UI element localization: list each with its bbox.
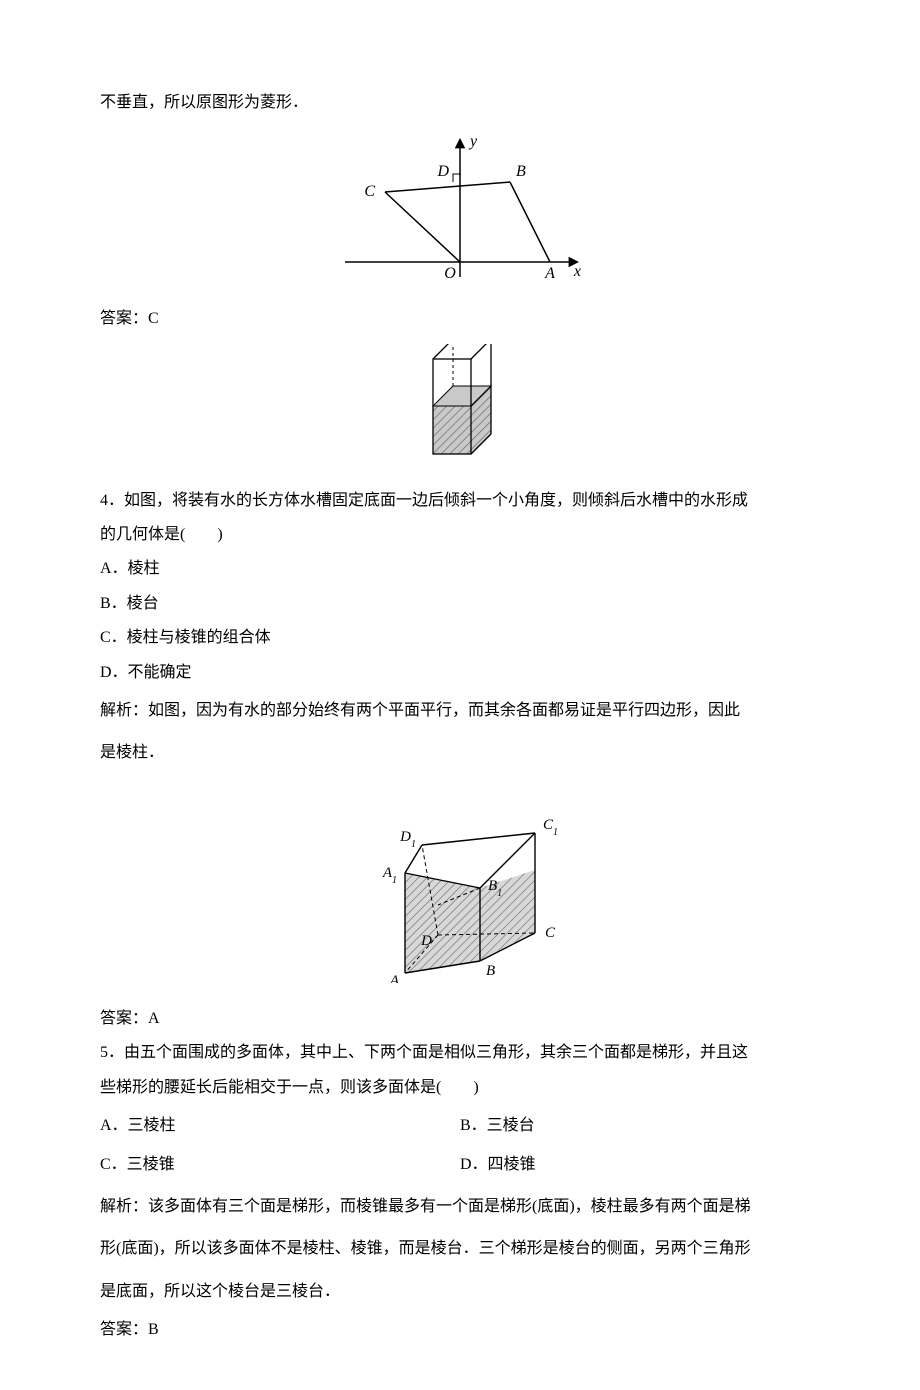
q3-figure: O A B C Dx y <box>100 132 820 293</box>
q5-stem-1: 5．由五个面围成的多面体，其中上、下两个面是相似三角形，其余三个面都是梯形，并且… <box>100 1038 820 1068</box>
q4-stem-2: 的几何体是( ) <box>100 520 820 550</box>
q5-option-d: D．四棱锥 <box>460 1150 820 1180</box>
q5-options-row2: C．三棱锥 D．四棱锥 <box>100 1146 820 1184</box>
q4-figure-cuboid <box>100 344 820 475</box>
svg-text:D: D <box>436 163 449 180</box>
q5-answer: 答案：B <box>100 1315 820 1345</box>
svg-text:C: C <box>364 183 375 200</box>
svg-text:D: D <box>420 933 432 949</box>
q4-stem-1: 4．如图，将装有水的长方体水槽固定底面一边后倾斜一个小角度，则倾斜后水槽中的水形… <box>100 486 820 516</box>
svg-text:x: x <box>573 263 581 280</box>
answer-label: 答案： <box>100 1321 148 1338</box>
q5-option-c: C．三棱锥 <box>100 1150 460 1180</box>
svg-text:A: A <box>544 265 555 282</box>
q4-option-c: C．棱柱与棱锥的组合体 <box>100 623 820 653</box>
q5-explain-1: 解析：该多面体有三个面是梯形，而棱锥最多有一个面是梯形(底面)，棱柱最多有两个面… <box>100 1188 820 1226</box>
q3-stem-continuation: 不垂直，所以原图形为菱形． <box>100 84 820 122</box>
svg-text:A: A <box>389 973 400 983</box>
svg-text:O: O <box>444 265 456 282</box>
svg-text:B: B <box>516 163 526 180</box>
svg-text:B: B <box>486 963 495 979</box>
q4-explain-1: 解析：如图，因为有水的部分始终有两个平面平行，而其余各面都易证是平行四边形，因此 <box>100 692 820 730</box>
svg-text:D1: D1 <box>399 829 416 850</box>
svg-text:y: y <box>468 133 478 150</box>
q4-option-b: B．棱台 <box>100 589 820 619</box>
q5-explain-2: 形(底面)，所以该多面体不是棱柱、棱锥，而是棱台．三个梯形是棱台的侧面，另两个三… <box>100 1230 820 1268</box>
q5-option-a: A．三棱柱 <box>100 1111 460 1141</box>
q4-answer: 答案：A <box>100 1004 820 1034</box>
q4-explain-2: 是棱柱． <box>100 734 820 772</box>
answer-value: C <box>148 310 159 327</box>
q3-answer: 答案：C <box>100 304 820 334</box>
q5-option-b: B．三棱台 <box>460 1111 820 1141</box>
answer-value: B <box>148 1321 159 1338</box>
q5-explain-3: 是底面，所以这个棱台是三棱台． <box>100 1273 820 1311</box>
svg-text:A1: A1 <box>382 865 397 886</box>
q4-figure-prism: ABCDA1B1C1D1 <box>100 783 820 994</box>
q4-option-a: A．棱柱 <box>100 554 820 584</box>
svg-text:C: C <box>545 925 556 941</box>
answer-value: A <box>148 1010 160 1027</box>
q4-option-d: D．不能确定 <box>100 658 820 688</box>
svg-text:C1: C1 <box>543 817 558 838</box>
q5-stem-2: 些梯形的腰延长后能相交于一点，则该多面体是( ) <box>100 1073 820 1103</box>
answer-label: 答案： <box>100 310 148 327</box>
q5-options-row1: A．三棱柱 B．三棱台 <box>100 1107 820 1145</box>
answer-label: 答案： <box>100 1010 148 1027</box>
